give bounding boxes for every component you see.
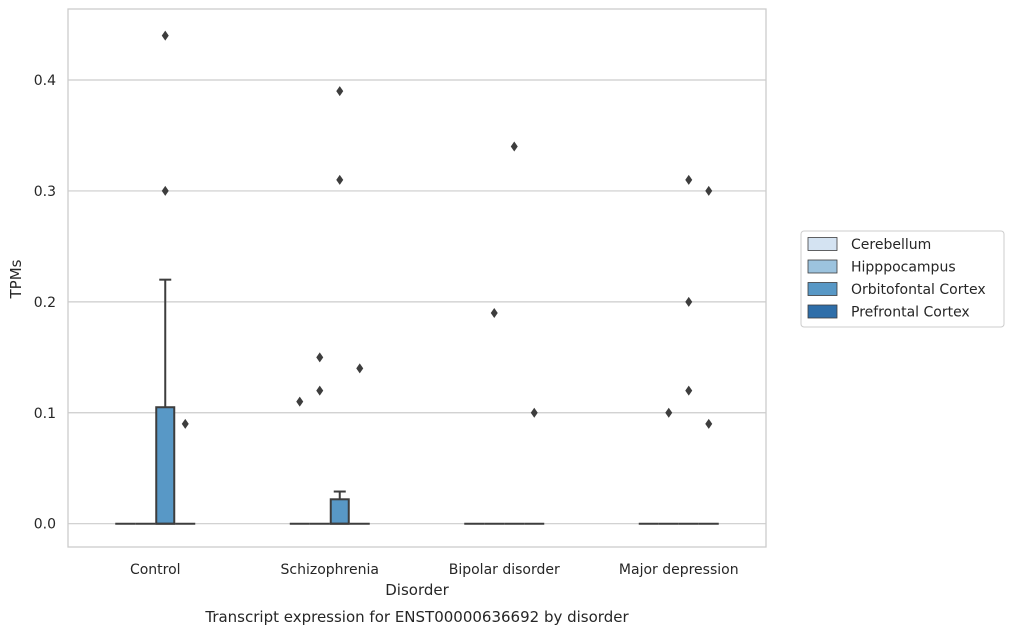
chart-caption: Transcript expression for ENST0000063669…: [204, 608, 629, 626]
boxes: [115, 278, 719, 525]
y-tick-label: 0.4: [34, 73, 56, 89]
legend-swatch: [807, 304, 838, 319]
outlier-point: [296, 396, 304, 407]
outlier-point: [530, 407, 538, 418]
y-tick-label: 0.0: [34, 517, 56, 533]
outlier-point: [316, 352, 324, 363]
legend-label: Hipppocampus: [851, 260, 956, 276]
legend-label: Orbitofontal Cortex: [851, 282, 986, 298]
outlier-point: [685, 174, 693, 185]
outlier-point: [685, 296, 693, 307]
y-tick-labels: 0.0 0.1 0.2 0.3 0.4: [34, 73, 56, 533]
outlier-point: [336, 86, 344, 97]
legend: Cerebellum Hipppocampus Orbitofontal Corte…: [800, 230, 1005, 328]
y-axis-label: TPMs: [7, 259, 25, 299]
y-tick-label: 0.2: [34, 295, 56, 311]
x-axis-label: Disorder: [385, 581, 449, 599]
y-tick-label: 0.1: [34, 406, 56, 422]
legend-swatch: [807, 282, 838, 296]
x-tick-label: Major depression: [619, 562, 739, 578]
box: [155, 406, 176, 525]
outlier-point: [336, 174, 344, 185]
plot-frame: [67, 8, 767, 548]
outlier-point: [316, 385, 324, 396]
outlier-point: [705, 418, 713, 429]
outliers: [161, 30, 713, 429]
outlier-point: [705, 185, 713, 196]
outlier-point: [161, 185, 169, 196]
y-tick-label: 0.3: [34, 184, 56, 200]
x-tick-labels: Control Schizophrenia Bipolar disorder Majo…: [130, 562, 739, 578]
legend-swatch: [807, 237, 838, 251]
legend-label: Prefrontal Cortex: [851, 305, 970, 321]
outlier-point: [510, 141, 518, 152]
outlier-point: [665, 407, 673, 418]
box: [329, 498, 350, 525]
legend-swatch: [807, 259, 838, 274]
outlier-point: [181, 418, 189, 429]
outlier-point: [685, 385, 693, 396]
legend-label: Cerebellum: [851, 237, 931, 253]
legend-frame: [800, 230, 1005, 328]
x-tick-label: Bipolar disorder: [449, 562, 560, 578]
x-tick-label: Control: [130, 562, 181, 578]
outlier-point: [161, 30, 169, 41]
x-tick-label: Schizophrenia: [281, 562, 379, 578]
outlier-point: [356, 363, 364, 374]
outlier-point: [490, 307, 498, 318]
